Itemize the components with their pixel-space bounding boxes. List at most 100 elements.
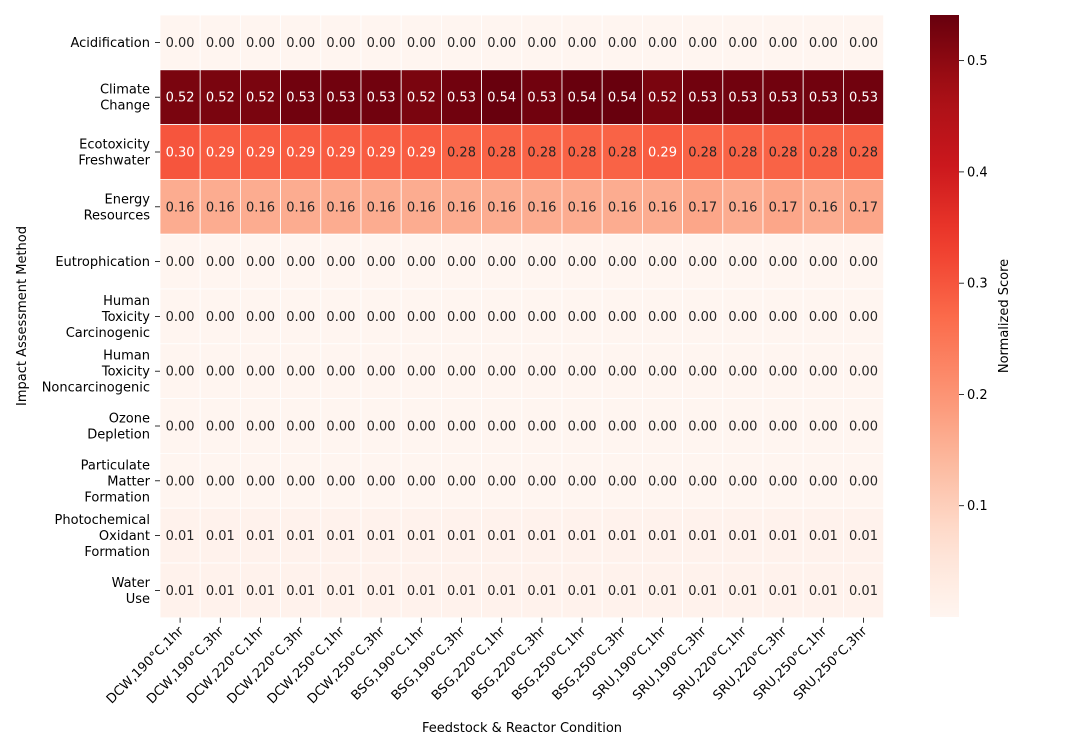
cell-annotation: 0.01 xyxy=(206,529,235,544)
x-tick-label: SRU,190°C,3hr xyxy=(630,624,710,704)
colorbar-label: Normalized Score xyxy=(997,259,1012,373)
cell-annotation: 0.00 xyxy=(849,255,878,270)
x-tick-labels: DCW,190°C,1hrDCW,190°C,3hrDCW,220°C,1hrD… xyxy=(104,617,871,707)
cell-annotation: 0.01 xyxy=(568,529,597,544)
heatmap-cell xyxy=(159,288,201,345)
heatmap-cell xyxy=(802,398,844,454)
cell-annotation: 0.16 xyxy=(527,200,556,215)
cell-annotation: 0.16 xyxy=(809,200,838,215)
cell-annotation: 0.00 xyxy=(809,365,838,380)
cell-annotation: 0.53 xyxy=(809,91,838,106)
cell-annotation: 0.16 xyxy=(326,200,355,215)
heatmap-cell xyxy=(159,69,201,126)
cell-annotation: 0.00 xyxy=(769,474,798,489)
cell-annotation: 0.00 xyxy=(246,255,275,270)
heatmap-cell xyxy=(440,14,482,71)
cell-annotation: 0.00 xyxy=(728,474,757,489)
cell-annotation: 0.01 xyxy=(246,584,275,599)
cell-annotation: 0.01 xyxy=(527,584,556,599)
cell-annotation: 0.00 xyxy=(648,365,677,380)
cell-annotation: 0.00 xyxy=(166,474,195,489)
heatmap-cell xyxy=(601,343,643,399)
heatmap-cell xyxy=(802,14,844,71)
heatmap-cell xyxy=(843,233,885,290)
heatmap-cell xyxy=(199,343,241,399)
cell-annotation: 0.00 xyxy=(769,365,798,380)
cell-annotation: 0.53 xyxy=(769,91,798,106)
heatmap-cell xyxy=(400,124,442,180)
cell-annotation: 0.00 xyxy=(367,365,396,380)
heatmap-cell xyxy=(320,343,362,399)
cell-annotation: 0.00 xyxy=(487,255,516,270)
heatmap-cell xyxy=(762,233,804,290)
heatmap-cell xyxy=(199,398,241,454)
cell-annotation: 0.00 xyxy=(849,36,878,51)
cell-annotation: 0.00 xyxy=(447,365,476,380)
cell-annotation: 0.17 xyxy=(849,200,878,215)
cell-annotation: 0.16 xyxy=(206,200,235,215)
cell-annotation: 0.00 xyxy=(769,255,798,270)
colorbar: 0.1 0.2 0.3 0.4 0.5 xyxy=(930,15,988,617)
heatmap-cell xyxy=(280,233,322,290)
heatmap-cell xyxy=(843,178,885,235)
cell-annotation: 0.00 xyxy=(246,365,275,380)
cell-annotation: 0.00 xyxy=(166,365,195,380)
cell-annotation: 0.00 xyxy=(367,420,396,435)
cell-annotation: 0.00 xyxy=(568,420,597,435)
x-tick-label: SRU,190°C,1hr xyxy=(590,624,670,704)
heatmap-cell xyxy=(320,452,362,509)
cell-annotation: 0.01 xyxy=(769,584,798,599)
x-tick-label: SRU,250°C,3hr xyxy=(791,624,871,704)
cell-annotation: 0.00 xyxy=(286,420,315,435)
cell-annotation: 0.01 xyxy=(166,584,195,599)
cell-annotation: 0.00 xyxy=(407,36,436,51)
heatmap-cell xyxy=(682,507,724,564)
heatmap-cell xyxy=(762,178,804,235)
heatmap-cell xyxy=(360,124,402,180)
heatmap-cell xyxy=(802,233,844,290)
heatmap-cell xyxy=(320,178,362,235)
cell-annotation: 0.00 xyxy=(286,310,315,325)
cell-annotation: 0.01 xyxy=(769,529,798,544)
heatmap-cell xyxy=(239,562,281,619)
cell-annotation: 0.00 xyxy=(326,420,355,435)
heatmap-cell xyxy=(199,233,241,290)
cell-annotation: 0.29 xyxy=(648,146,677,161)
y-tick-label: Depletion xyxy=(87,428,150,443)
heatmap-cell xyxy=(440,288,482,345)
cell-annotation: 0.16 xyxy=(487,200,516,215)
heatmap-cell xyxy=(360,452,402,509)
heatmap-cell xyxy=(400,562,442,619)
heatmap-cell xyxy=(521,178,563,235)
heatmap-cell xyxy=(280,124,322,180)
cell-annotation: 0.01 xyxy=(568,584,597,599)
y-tick-label: Particulate xyxy=(81,458,150,473)
cell-annotation: 0.00 xyxy=(527,365,556,380)
heatmap-cell xyxy=(440,343,482,399)
cell-annotation: 0.01 xyxy=(849,584,878,599)
cell-annotation: 0.00 xyxy=(206,255,235,270)
heatmap-cell xyxy=(601,124,643,180)
cell-annotation: 0.01 xyxy=(487,529,516,544)
heatmap-cell xyxy=(521,452,563,509)
cell-annotation: 0.00 xyxy=(527,255,556,270)
heatmap-cell xyxy=(360,288,402,345)
cell-annotation: 0.16 xyxy=(246,200,275,215)
cell-annotation: 0.00 xyxy=(809,474,838,489)
heatmap-cell xyxy=(400,233,442,290)
heatmap-cell xyxy=(722,343,764,399)
heatmap-cell xyxy=(239,233,281,290)
cell-annotation: 0.00 xyxy=(407,310,436,325)
heatmap-cell xyxy=(601,398,643,454)
heatmap-cell xyxy=(762,507,804,564)
cell-annotation: 0.00 xyxy=(608,36,637,51)
cell-annotation: 0.53 xyxy=(527,91,556,106)
cell-annotation: 0.29 xyxy=(286,146,315,161)
cell-annotation: 0.54 xyxy=(487,91,516,106)
heatmap-cell xyxy=(601,288,643,345)
heatmap-cell xyxy=(360,233,402,290)
cell-annotation: 0.00 xyxy=(688,310,717,325)
heatmap-cell xyxy=(642,398,684,454)
colorbar-gradient xyxy=(930,15,959,617)
heatmap-cell xyxy=(320,288,362,345)
